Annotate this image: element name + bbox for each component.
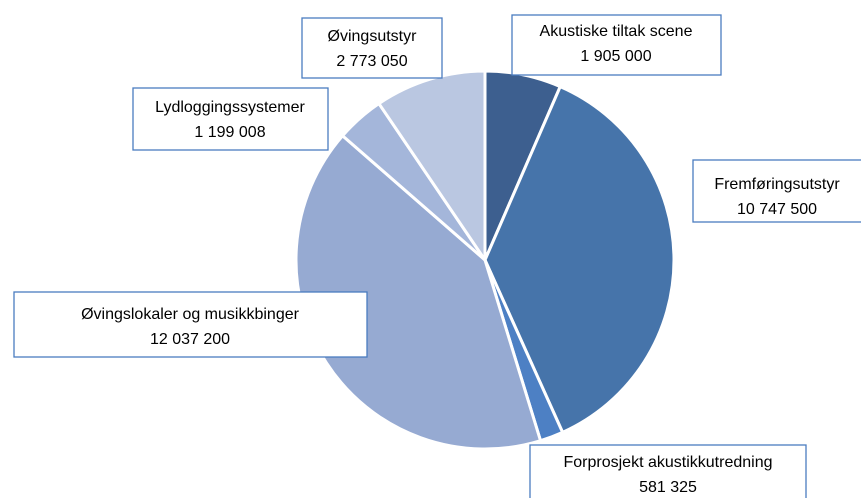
slice-label: Forprosjekt akustikkutredning [564,454,773,471]
slice-value-label: 10 747 500 [737,201,817,218]
slice-label: Øvingsutstyr [328,28,418,45]
slice-label: Lydloggingssystemer [155,99,305,116]
label-box [529,444,807,498]
slice-value-label: 1 905 000 [580,48,651,65]
label-box [511,14,722,76]
pie-slice [294,134,543,451]
pie-slice [483,85,676,434]
pie-slice [377,69,487,262]
label-box [692,159,861,223]
slice-label: Akustiske tiltak scene [540,23,693,40]
slice-value-label: 2 773 050 [336,53,407,70]
label-box [301,17,443,79]
slice-value-label: 12 037 200 [150,331,230,348]
slice-value-label: 581 325 [639,479,697,496]
slice-value-label: 1 199 008 [194,124,265,141]
slice-label: Øvingslokaler og musikkbinger [81,306,300,323]
label-box [13,291,368,358]
label-box [132,87,329,151]
slice-label: Fremføringsutstyr [714,176,840,193]
